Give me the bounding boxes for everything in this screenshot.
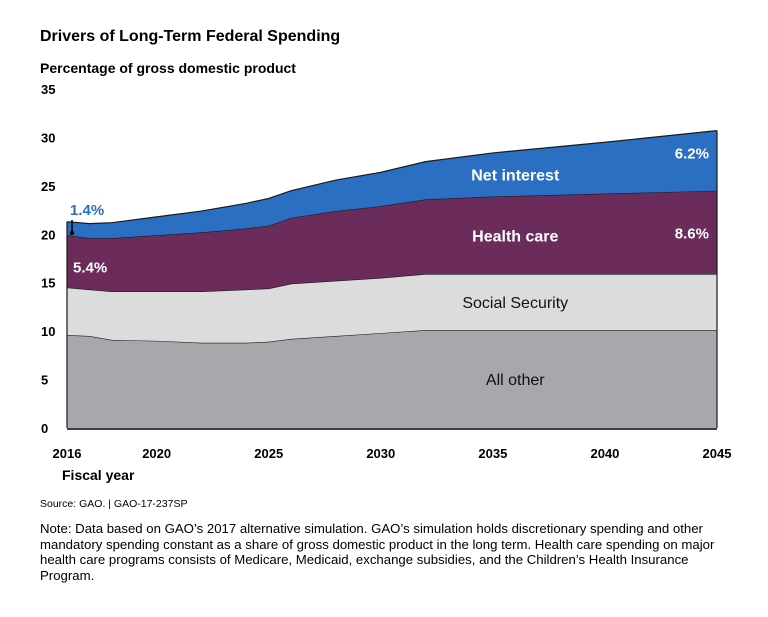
x-axis-label: Fiscal year xyxy=(62,467,135,483)
x-tick-label: 2035 xyxy=(478,446,507,461)
annotation-start-value: 5.4% xyxy=(73,259,107,276)
y-axis-label: Percentage of gross domestic product xyxy=(40,60,296,76)
note-text: Note: Data based on GAO’s 2017 alternati… xyxy=(40,521,715,583)
series-label-health-care: Health care xyxy=(472,228,558,245)
area-health-care xyxy=(67,190,717,292)
annotation-pointer-dot xyxy=(69,230,75,236)
series-label-net-interest: Net interest xyxy=(471,168,560,185)
y-tick-label: 10 xyxy=(41,324,55,339)
source-line: Source: GAO. | GAO-17-237SP xyxy=(40,498,188,510)
x-tick-label: 2025 xyxy=(254,446,283,461)
series-label-social-security: Social Security xyxy=(462,295,568,312)
y-tick-label: 35 xyxy=(41,82,55,97)
area-all-other xyxy=(67,330,717,428)
annotation-end-value: 6.2% xyxy=(675,146,709,163)
x-tick-label: 2040 xyxy=(590,446,619,461)
y-tick-label: 0 xyxy=(41,421,48,436)
chart-title: Drivers of Long-Term Federal Spending xyxy=(40,28,341,45)
x-tick-label: 2030 xyxy=(366,446,395,461)
edge-net-interest xyxy=(66,130,718,225)
area-social-security xyxy=(67,273,717,343)
annotation-end-value: 8.6% xyxy=(675,225,709,242)
y-tick-label: 15 xyxy=(41,276,55,291)
y-tick-label: 25 xyxy=(41,179,55,194)
y-tick-label: 20 xyxy=(41,227,55,242)
x-tick-label: 2045 xyxy=(703,446,732,461)
y-tick-label: 5 xyxy=(41,373,48,388)
area-net-interest xyxy=(67,130,717,239)
annotation-start-value: 1.4% xyxy=(70,202,104,219)
series-label-all-other: All other xyxy=(486,372,545,389)
x-tick-label: 2020 xyxy=(142,446,171,461)
y-tick-label: 30 xyxy=(41,130,55,145)
x-tick-label: 2016 xyxy=(53,446,82,461)
